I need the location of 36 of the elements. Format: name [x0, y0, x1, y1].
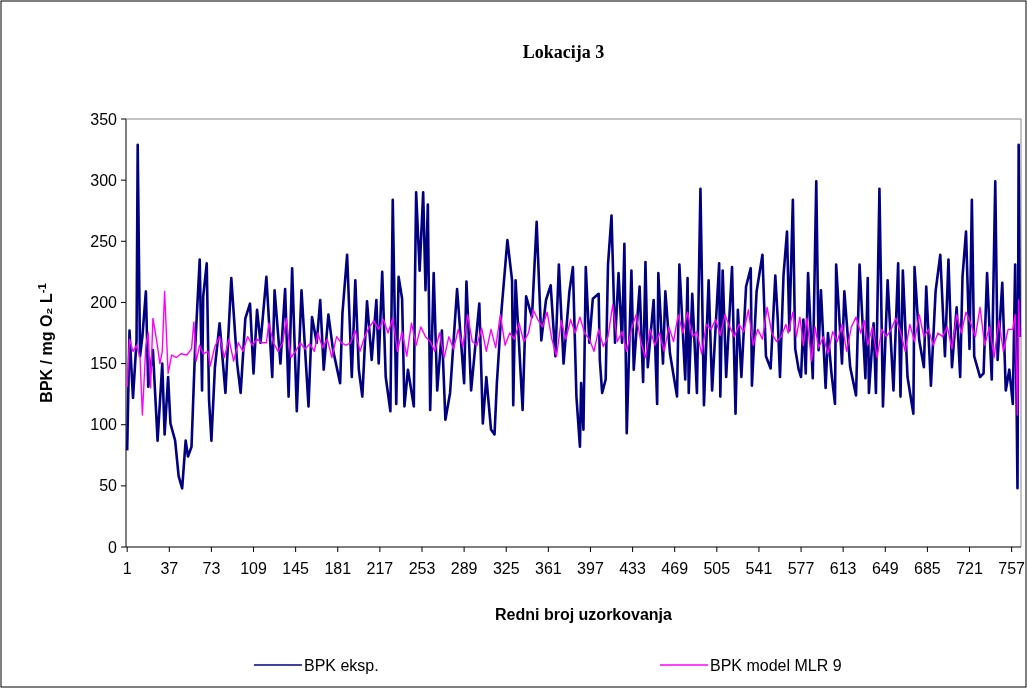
y-tick-label: 200 [90, 294, 118, 312]
y-tick-label: 100 [90, 416, 118, 434]
x-tick-label: 721 [956, 560, 983, 577]
x-tick-label: 541 [745, 560, 773, 577]
y-tick-label: 250 [90, 232, 118, 250]
x-tick-label: 433 [619, 560, 647, 577]
x-tick-label: 181 [324, 560, 352, 577]
x-tick-label: 37 [160, 560, 179, 577]
x-tick-label: 325 [492, 560, 520, 577]
x-tick-label: 289 [450, 560, 478, 577]
x-tick-label: 469 [661, 560, 689, 577]
y-tick-label: 50 [99, 477, 118, 495]
x-tick-label: 361 [534, 560, 562, 577]
line-series [126, 290, 1021, 416]
x-tick-label: 217 [366, 560, 394, 577]
x-axis-title: Redni broj uzorkovanja [495, 606, 673, 623]
x-tick-label: 505 [703, 560, 731, 577]
x-tick-label: 577 [787, 560, 815, 577]
y-tick-label: 0 [108, 538, 118, 556]
x-tick-label: 253 [408, 560, 436, 577]
x-tick-label: 109 [240, 560, 267, 577]
x-tick-label: 649 [871, 560, 899, 577]
x-tick-label: 397 [577, 560, 604, 577]
x-tick-label: 145 [282, 560, 310, 577]
x-tick-label: 73 [202, 560, 221, 577]
line-series [125, 143, 1022, 490]
y-tick-label: 300 [90, 171, 118, 189]
legend-label: BPK model MLR 9 [710, 656, 842, 674]
y-tick-label: 350 [90, 110, 118, 128]
chart-title: Lokacija 3 [522, 42, 605, 62]
x-tick-label: 1 [122, 560, 132, 577]
x-tick-label: 685 [914, 560, 941, 577]
y-tick-label: 150 [90, 355, 118, 373]
x-tick-label: 613 [829, 560, 857, 577]
legend-label: BPK eksp. [304, 656, 379, 674]
x-tick-label: 757 [998, 560, 1026, 577]
